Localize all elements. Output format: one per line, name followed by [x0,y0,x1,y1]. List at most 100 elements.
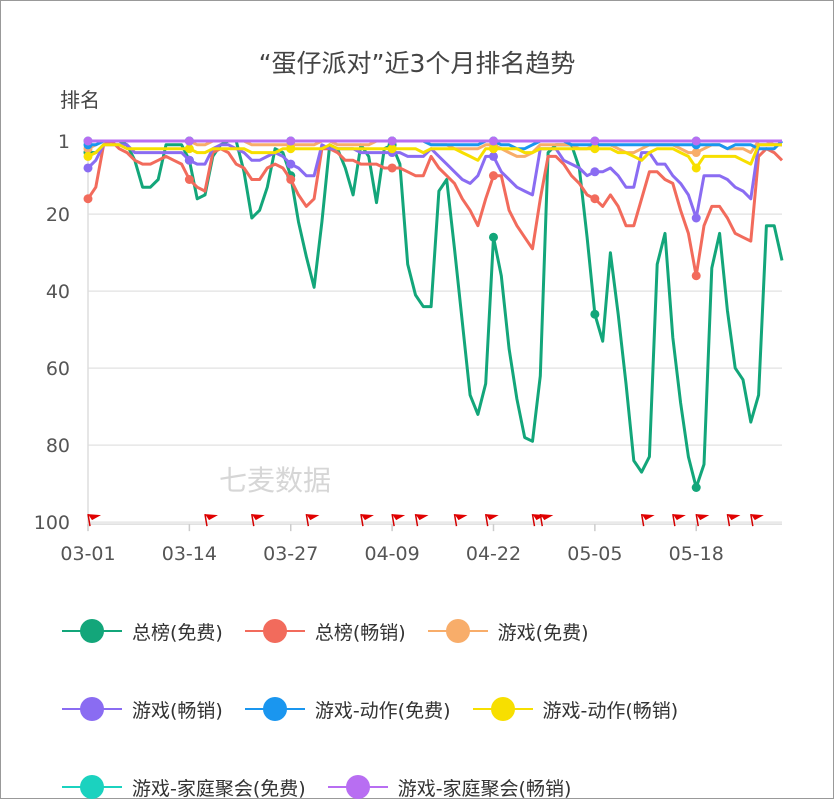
data-point [488,136,498,146]
data-point [83,163,93,173]
legend-dot [490,697,515,721]
flag-banner [251,514,265,521]
legend-marker-icon [62,775,122,799]
flag-banner [88,514,101,521]
flag-pole [414,514,419,527]
flag-pole [305,514,310,527]
legend: 总榜(免费) 总榜(畅销) 游戏(免费) 游戏(畅销) 游戏-动作(免费) 游戏-动作(畅… [62,612,822,806]
watermark-logo: 七麦数据 [219,464,331,497]
data-point [387,144,397,154]
flag-pole [531,514,536,527]
data-point [691,483,701,492]
event-flag-icon [539,514,554,527]
event-flag-icon [204,514,218,527]
legend-label: 游戏-动作(免费) [314,699,451,722]
legend-marker-icon [244,619,305,643]
data-point [184,144,194,154]
event-flag-icon [726,514,741,527]
event-flag-icon [360,514,374,527]
series-line [86,143,782,220]
flag-banner [454,514,468,521]
data-point [691,136,701,146]
y-tick-label: 20 [46,204,70,226]
event-flag-icon [251,514,265,527]
event-flag-icon [640,514,655,527]
legend-label: 总榜(畅销) [314,621,406,644]
flag-pole [484,514,489,527]
chart-title: “蛋仔派对”近3个月排名趋势 [258,49,576,78]
data-point [691,148,701,158]
legend-item[interactable]: 游戏-动作(免费) [244,690,451,728]
legend-label: 游戏-动作(畅销) [542,699,679,722]
series-0 [83,139,784,492]
legend-item[interactable]: 总榜(畅销) [244,612,406,650]
data-point [83,136,93,146]
legend-label: 游戏-家庭聚会(畅销) [397,777,572,800]
data-point [691,213,701,223]
x-tick-label: 05-18 [669,543,724,565]
data-point [184,155,194,165]
flag-banner [750,514,764,521]
data-point [83,151,93,161]
series-5 [83,143,782,173]
data-point [590,194,600,204]
flag-pole [539,514,544,527]
data-point [387,163,397,173]
data-point [488,171,498,181]
legend-item[interactable]: 游戏-动作(畅销) [472,690,679,728]
event-flag-icon [414,514,429,527]
y-tick-label: 100 [34,512,70,534]
x-tick-label: 03-27 [263,543,318,565]
flag-banner [641,514,655,521]
data-point [184,175,194,184]
legend-marker-icon [244,697,305,721]
legend-dot [262,619,287,643]
event-flag-icon [695,514,710,527]
event-flag-icon [750,514,764,527]
legend-label: 总榜(免费) [132,621,223,644]
event-flag-icon [87,514,101,527]
legend-label: 游戏(免费) [497,621,589,644]
flag-banner [392,514,406,521]
series-line [88,139,784,489]
legend-marker-icon [62,619,122,643]
flag-banner [540,514,554,521]
legend-item[interactable]: 游戏-家庭聚会(畅销) [327,768,572,806]
legend-dot [445,619,470,643]
flag-banner [672,514,686,521]
data-point [286,136,296,146]
x-tick-label: 03-01 [60,543,115,565]
legend-item[interactable]: 游戏(免费) [427,612,589,650]
y-tick-label: 80 [46,435,70,457]
legend-item[interactable]: 游戏(畅销) [62,690,223,728]
data-point [286,175,296,184]
legend-item[interactable]: 总榜(免费) [62,612,223,650]
event-flag-icon [672,514,686,527]
data-point [691,163,701,173]
x-tick-label: 04-22 [466,543,521,565]
data-point [184,136,194,146]
flag-banner [204,514,218,521]
x-tick-label: 03-14 [162,543,217,565]
flag-banner [415,514,429,521]
data-point [286,159,296,169]
event-flag-icon [391,514,406,527]
flag-pole [695,514,699,527]
flag-pole [391,514,395,527]
data-point [691,271,701,281]
legend-marker-icon [62,697,122,721]
rank-trend-chart: 1 20 40 60 80 100 03-01 03-14 03-27 04-09 04-22 05-… [34,131,784,565]
y-tick-label: 60 [46,358,70,380]
data-point [590,144,600,154]
series-line [86,139,784,278]
y-axis-label: 排名 [60,88,100,112]
legend-item[interactable]: 游戏-家庭聚会(免费) [62,768,306,806]
legend-marker-icon [327,775,388,799]
series-line [87,143,782,170]
flag-pole [750,514,754,527]
legend-dot [345,775,370,799]
event-flag-icon [453,514,468,527]
legend-marker-icon [427,619,488,643]
legend-label: 游戏(畅销) [132,699,223,722]
legend-dot [80,619,104,643]
